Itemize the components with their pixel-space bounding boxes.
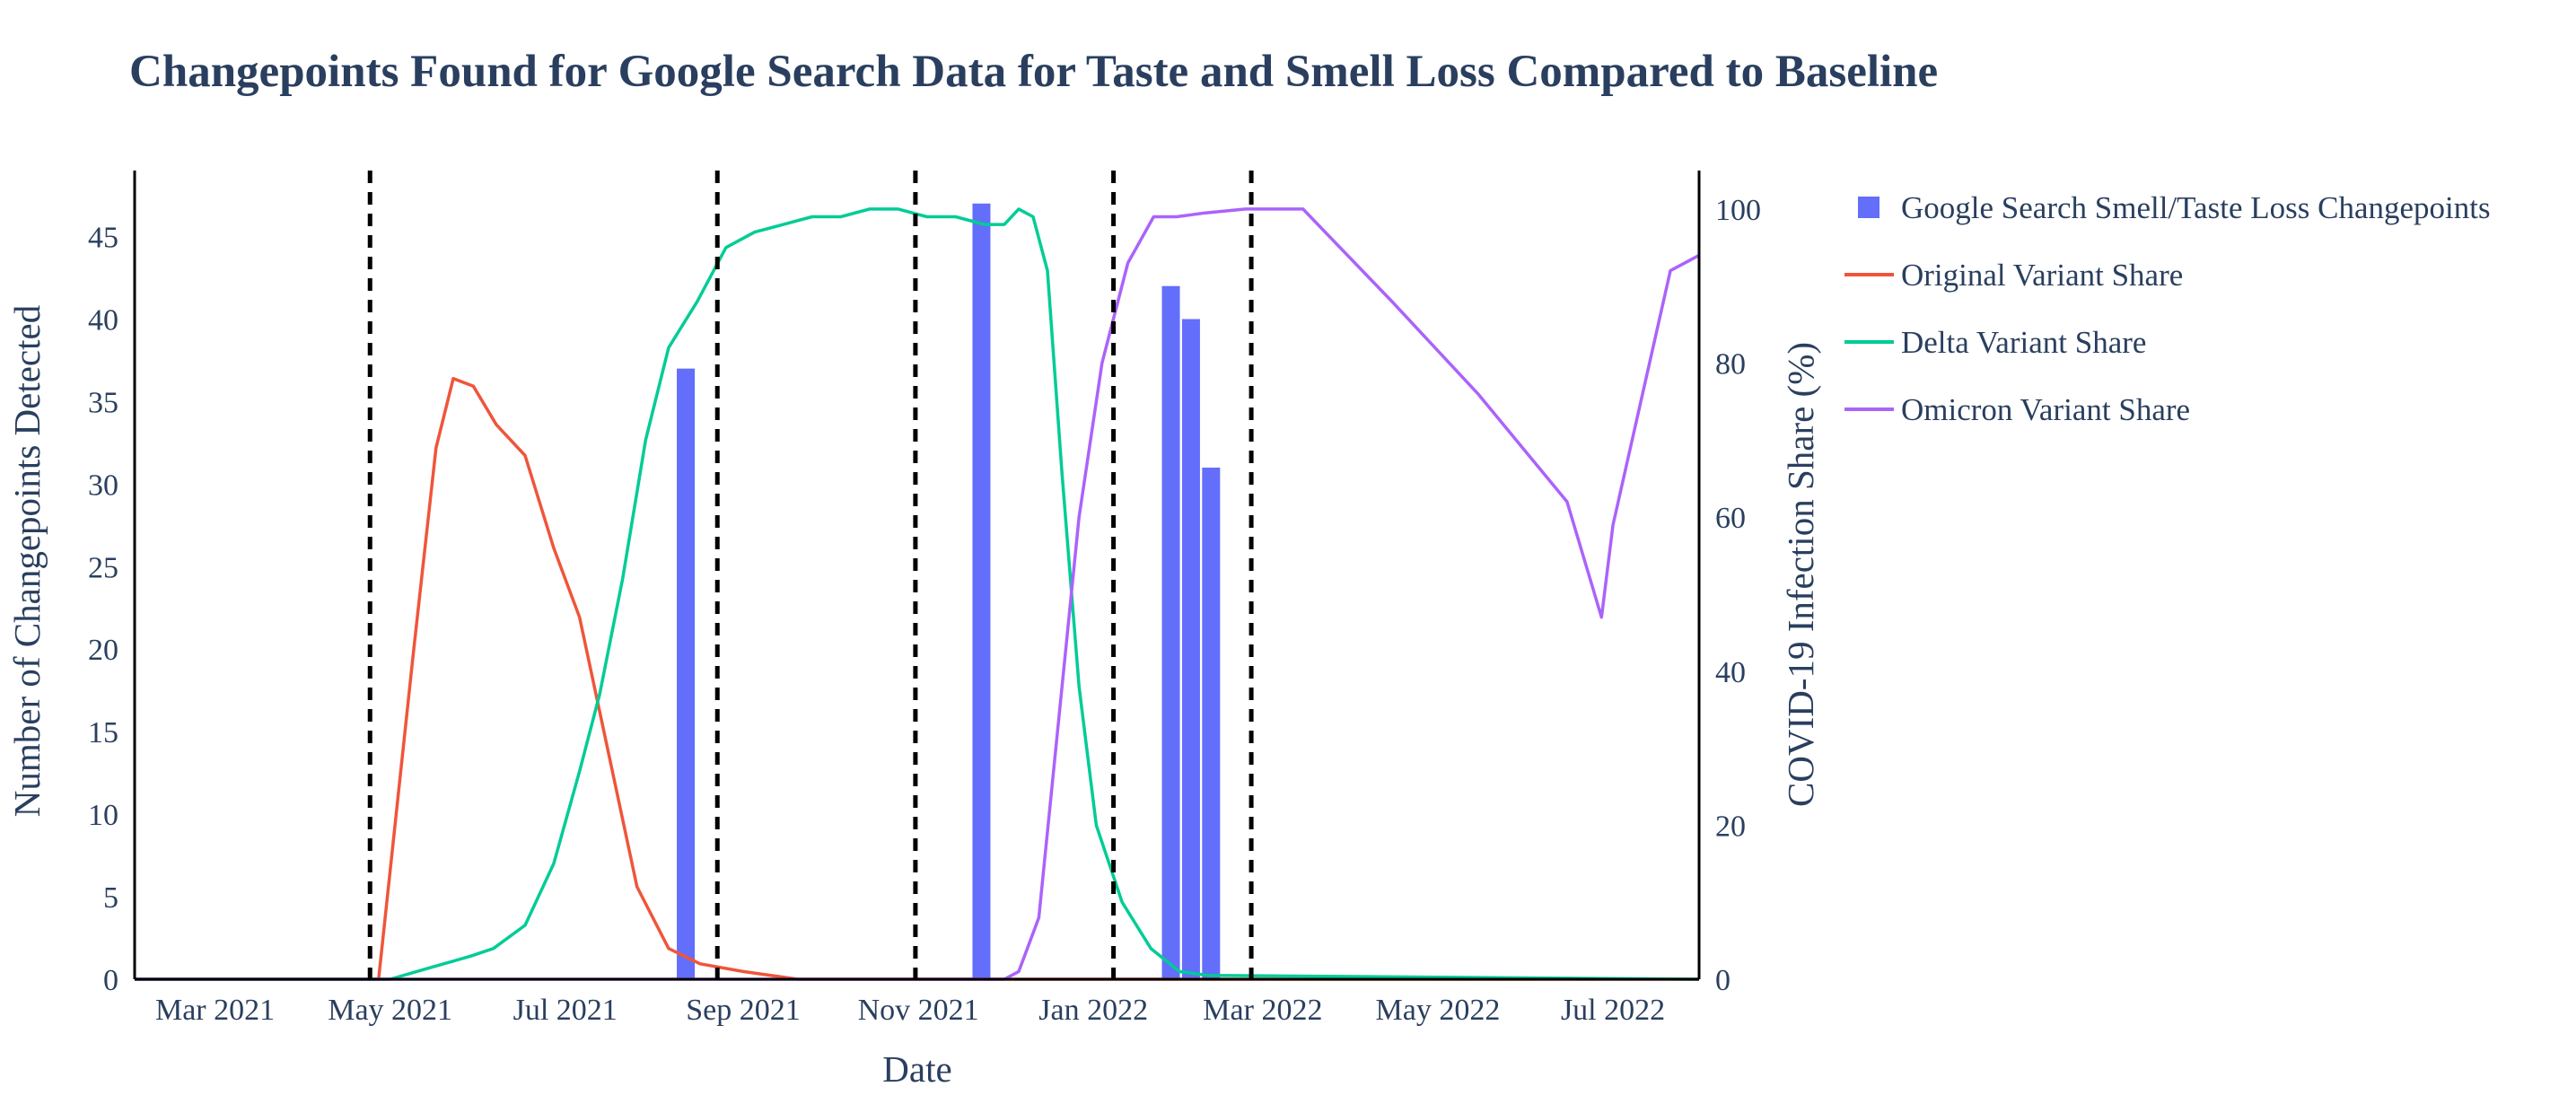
y-tick-label: 5 — [103, 881, 118, 915]
y-tick-label: 30 — [88, 469, 118, 502]
legend-label: Omicron Variant Share — [1901, 392, 2190, 427]
x-tick-label: May 2022 — [1376, 994, 1501, 1027]
original-variant-share-line — [135, 376, 1699, 981]
legend-label: Google Search Smell/Taste Loss Changepoi… — [1901, 190, 2491, 225]
x-tick-label: Mar 2022 — [1203, 994, 1322, 1027]
y2-tick-label: 40 — [1715, 656, 1746, 689]
x-tick-label: Jul 2022 — [1561, 994, 1665, 1027]
legend: Google Search Smell/Taste Loss Changepoi… — [1844, 190, 2491, 427]
x-tick-label: Jan 2022 — [1038, 994, 1148, 1027]
line-series-group — [135, 207, 1700, 981]
changepoint-bar — [972, 203, 991, 979]
changepoint-bar — [1202, 467, 1221, 979]
x-tick-label: Mar 2021 — [155, 994, 275, 1027]
x-tick-label: Sep 2021 — [686, 994, 801, 1027]
axes — [133, 171, 1701, 981]
y-tick-label: 35 — [88, 386, 118, 419]
tick-labels: 0 5 10 15 20 25 30 35 40 45 0 20 40 60 80 100 Mar 2021 Ma… — [88, 194, 1761, 1027]
bar-series — [677, 203, 1221, 979]
y-tick-label: 0 — [103, 964, 118, 997]
y-tick-label: 10 — [88, 799, 118, 832]
y2-tick-label: 20 — [1715, 810, 1746, 843]
y-tick-label: 15 — [88, 716, 118, 749]
y2-tick-label: 100 — [1715, 194, 1761, 227]
legend-label: Original Variant Share — [1901, 258, 2183, 293]
changepoint-bar — [677, 368, 696, 979]
delta-variant-share-line — [135, 207, 1700, 981]
y-tick-label: 25 — [88, 551, 118, 584]
changepoint-bar — [1181, 319, 1200, 979]
y-tick-label: 40 — [88, 303, 118, 337]
y2-tick-label: 80 — [1715, 348, 1746, 381]
y-tick-label: 45 — [88, 222, 118, 255]
y2-tick-label: 60 — [1715, 502, 1746, 535]
omicron-variant-share-line — [135, 207, 1700, 981]
chart-title: Changepoints Found for Google Search Dat… — [129, 47, 1938, 97]
x-tick-label: May 2021 — [328, 994, 452, 1027]
x-tick-label: Nov 2021 — [858, 994, 979, 1027]
x-axis-title: Date — [882, 1048, 951, 1090]
legend-label: Delta Variant Share — [1901, 325, 2146, 360]
y2-tick-label: 0 — [1715, 964, 1730, 997]
changepoint-bar — [1161, 285, 1180, 979]
y-tick-label: 20 — [88, 634, 118, 667]
x-tick-label: Jul 2021 — [513, 994, 618, 1027]
y2-axis-title: COVID-19 Infection Share (%) — [1780, 342, 1821, 807]
legend-swatch-bar — [1858, 197, 1879, 218]
y-axis-title: Number of Changepoints Detected — [6, 305, 48, 817]
changepoint-reference-lines — [367, 171, 1254, 979]
